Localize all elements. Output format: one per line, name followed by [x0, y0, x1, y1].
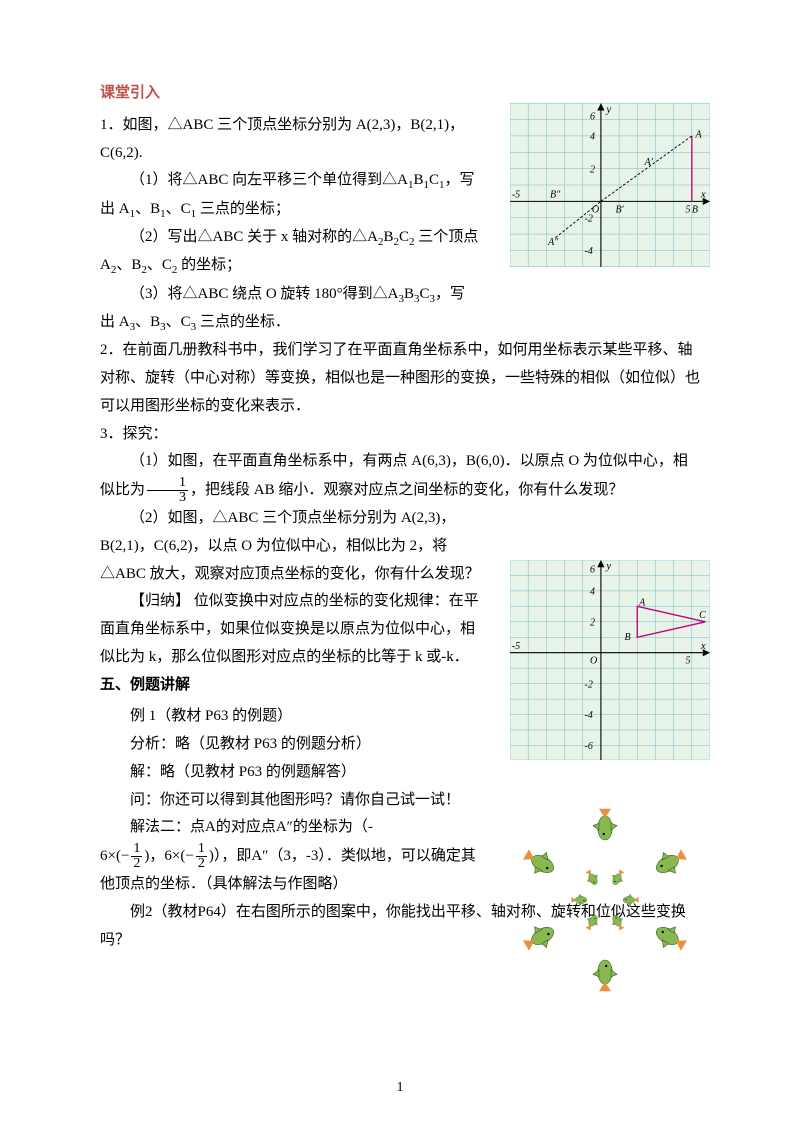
svg-text:-4: -4 — [585, 710, 593, 721]
svg-text:O: O — [590, 656, 597, 667]
svg-text:-2: -2 — [585, 679, 593, 690]
svg-text:B: B — [625, 632, 631, 643]
svg-text:6: 6 — [590, 112, 595, 123]
page-number: 1 — [0, 1075, 800, 1101]
svg-text:A: A — [638, 597, 646, 608]
svg-text:y: y — [605, 103, 611, 115]
svg-text:-5: -5 — [512, 190, 520, 201]
q3-p2: （2）如图，△ABC 三个顶点坐标分别为 A(2,3)，B(2,1)，C(6,2… — [100, 505, 480, 588]
svg-text:C: C — [699, 610, 706, 621]
svg-text:2: 2 — [590, 617, 595, 628]
q1-p1: （1）将△ABC 向左平移三个单位得到△A1B1C1，写出 A1、B1、C1 三… — [100, 167, 480, 224]
svg-text:-2: -2 — [585, 213, 593, 224]
fish-pattern — [500, 800, 710, 1000]
svg-text:A″: A″ — [547, 237, 559, 248]
ex1-l5b: 6×(−12)，6×(−12)），即A″（3，-3）．类似地，可以确定其他顶点的… — [100, 842, 480, 899]
q2: 2．在前面几册教科书中，我们学习了在平面直角坐标系中，如何用坐标表示某些平移、轴… — [100, 337, 700, 420]
svg-text:A′: A′ — [644, 157, 654, 168]
content: 课堂引入 — [100, 80, 700, 954]
ex1-l4: 问：你还可以得到其他图形吗？请你自己试一试！ — [100, 787, 480, 815]
svg-text:5: 5 — [685, 656, 690, 667]
svg-text:4: 4 — [590, 587, 595, 598]
q1-p2: （2）写出△ABC 关于 x 轴对称的△A2B2C2 三个顶点 A2、B2、C2… — [100, 224, 480, 281]
svg-text:A: A — [694, 130, 702, 141]
q1-block: 1．如图，△ABC 三个顶点坐标分别为 A(2,3)，B(2,1)，C(6,2)… — [100, 112, 480, 338]
q3-head: 3．探究： — [100, 421, 700, 449]
ex1-l2: 分析：略（见教材 P63 的例题分析） — [100, 731, 480, 759]
svg-text:-5: -5 — [512, 641, 520, 652]
svg-text:x: x — [700, 640, 706, 652]
svg-text:2: 2 — [590, 164, 595, 175]
ex1-l5: 解法二：点A的对应点A″的坐标为（- — [100, 814, 480, 842]
svg-text:5: 5 — [685, 204, 690, 215]
q1-p3: （3）将△ABC 绕点 O 旋转 180°得到△A3B3C3，写出 A3、B3、… — [100, 281, 480, 338]
ex1-l3: 解：略（见教材 P63 的例题解答） — [100, 759, 480, 787]
svg-text:B: B — [692, 204, 698, 215]
svg-text:-6: -6 — [585, 741, 593, 752]
svg-text:-4: -4 — [585, 246, 593, 257]
chart-2: x y O -5 5 6 4 2 -2 -4 -6 A B C — [510, 560, 710, 760]
chart-1: x y O -5 5 6 4 2 -2 -4 A B A′ B′ B″ A″ — [510, 102, 710, 268]
q3-guina: 【归纳】 位似变换中对应点的坐标的变化规律：在平面直角坐标系中，如果位似变换是以… — [100, 588, 480, 671]
svg-text:x: x — [700, 189, 706, 201]
example1-block: 例 1（教材 P63 的例题） 分析：略（见教材 P63 的例题分析） 解：略（… — [100, 703, 480, 899]
svg-text:B″: B″ — [550, 190, 561, 201]
svg-text:4: 4 — [590, 132, 595, 143]
q3-p2-block: （2）如图，△ABC 三个顶点坐标分别为 A(2,3)，B(2,1)，C(6,2… — [100, 505, 480, 672]
ex1-l1: 例 1（教材 P63 的例题） — [100, 703, 480, 731]
svg-text:y: y — [605, 560, 611, 572]
svg-text:B′: B′ — [615, 204, 624, 215]
svg-text:6: 6 — [590, 565, 595, 576]
q1-stem: 1．如图，△ABC 三个顶点坐标分别为 A(2,3)，B(2,1)，C(6,2)… — [100, 112, 480, 168]
q3-p1: （1）如图，在平面直角坐标系中，有两点 A(6,3)，B(6,0)．以原点 O … — [100, 448, 700, 505]
